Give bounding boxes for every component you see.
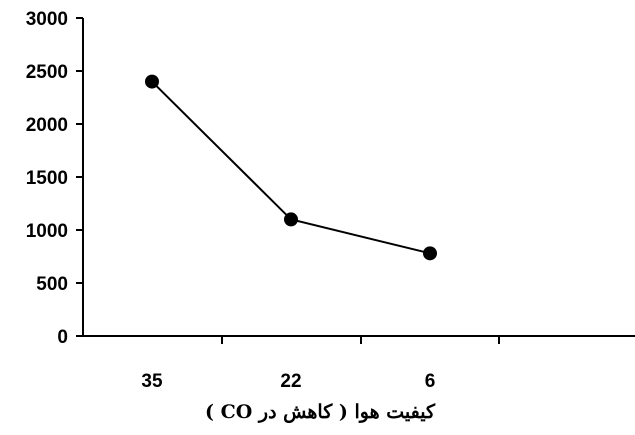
x-tick-label: 22	[280, 371, 301, 392]
y-tick-label: 500	[36, 274, 68, 295]
y-tick-label: 1000	[26, 221, 68, 242]
data-point	[284, 212, 298, 227]
series-polyline	[151, 80, 431, 255]
x-tick-label: 35	[141, 371, 163, 392]
y-axis-ticks: 0 500 1000 1500 2000 2500 3000	[26, 9, 83, 348]
y-tick-label: 2500	[26, 62, 68, 83]
data-point	[145, 74, 159, 89]
x-tick-label: 6	[425, 371, 436, 392]
y-tick-label: 2000	[26, 115, 68, 136]
data-point	[423, 246, 437, 261]
series-line	[151, 80, 431, 255]
y-tick-label: 1500	[26, 168, 68, 189]
y-tick-label: 3000	[26, 9, 68, 30]
x-axis-label: کیفیت هوا ( کاهش در CO )	[205, 401, 436, 423]
series-points	[145, 74, 437, 261]
x-axis-ticks: 35 22 6	[141, 336, 500, 392]
y-tick-label: 0	[57, 327, 68, 348]
